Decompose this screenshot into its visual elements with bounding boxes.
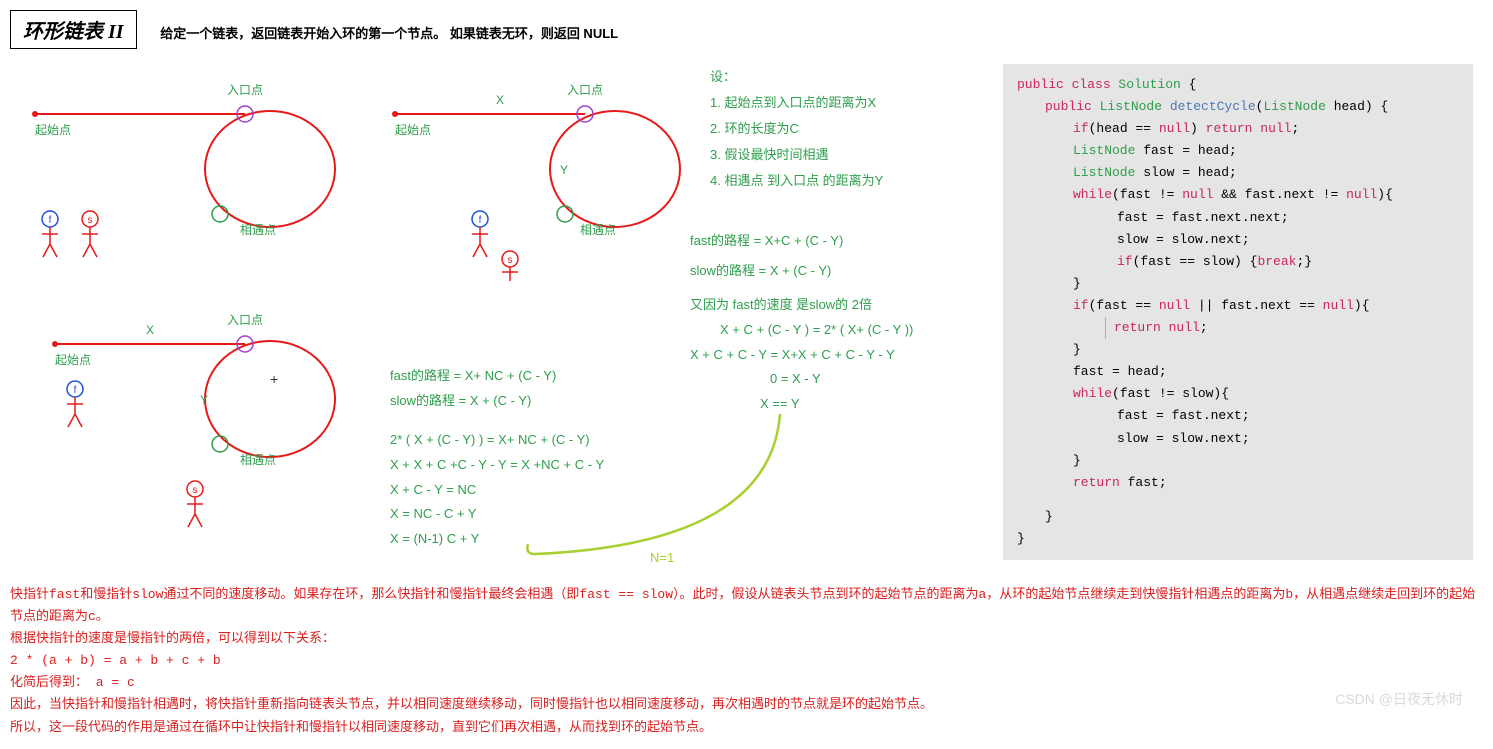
distance-block-1: fast的路程 = X+C + (C - Y) slow的路程 = X + (C… — [690, 229, 970, 417]
code-block: public class Solution { public ListNode … — [1003, 64, 1473, 560]
entry-label: 入口点 — [227, 83, 263, 97]
diagram-2: 起始点 X Y 入口点 相遇点 f s — [380, 64, 710, 284]
svg-text:s: s — [88, 215, 93, 226]
svg-text:N=1: N=1 — [650, 550, 674, 565]
svg-text:入口点: 入口点 — [567, 83, 603, 97]
main-area: 起始点 入口点 相遇点 f s 起始点 X Y 入口点 — [10, 64, 1483, 574]
svg-text:f: f — [479, 215, 482, 226]
svg-text:f: f — [49, 215, 52, 226]
svg-text:+: + — [270, 371, 278, 387]
svg-text:入口点: 入口点 — [227, 313, 263, 327]
svg-text:相遇点: 相遇点 — [240, 453, 276, 467]
page-title: 环形链表 II — [10, 10, 137, 49]
svg-text:f: f — [74, 385, 77, 396]
diagram-3: 起始点 X Y 入口点 + 相遇点 f s — [20, 294, 380, 544]
explanation: 快指针fast和慢指针slow通过不同的速度移动。如果存在环，那么快指针和慢指针… — [10, 584, 1483, 739]
svg-text:起始点: 起始点 — [55, 353, 91, 367]
arrow-n1: N=1 — [520, 414, 800, 574]
svg-text:起始点: 起始点 — [395, 123, 431, 137]
svg-text:X: X — [496, 93, 504, 107]
start-label: 起始点 — [35, 123, 71, 137]
svg-text:相遇点: 相遇点 — [580, 223, 616, 237]
diagram-1: 起始点 入口点 相遇点 f s — [20, 64, 380, 274]
svg-text:s: s — [508, 255, 513, 266]
svg-text:Y: Y — [560, 163, 568, 177]
subtitle: 给定一个链表，返回链表开始入环的第一个节点。 如果链表无环，则返回 NULL — [160, 26, 618, 41]
meet-label: 相遇点 — [240, 223, 276, 237]
svg-text:X: X — [146, 323, 154, 337]
svg-text:Y: Y — [200, 393, 208, 407]
assumptions: 设： 1. 起始点到入口点的距离为X 2. 环的长度为C 3. 假设最快时间相遇… — [710, 64, 970, 194]
svg-text:s: s — [193, 485, 198, 496]
header: 环形链表 II 给定一个链表，返回链表开始入环的第一个节点。 如果链表无环，则返… — [10, 10, 1483, 49]
watermark: CSDN @日夜无休时 — [1335, 689, 1463, 709]
